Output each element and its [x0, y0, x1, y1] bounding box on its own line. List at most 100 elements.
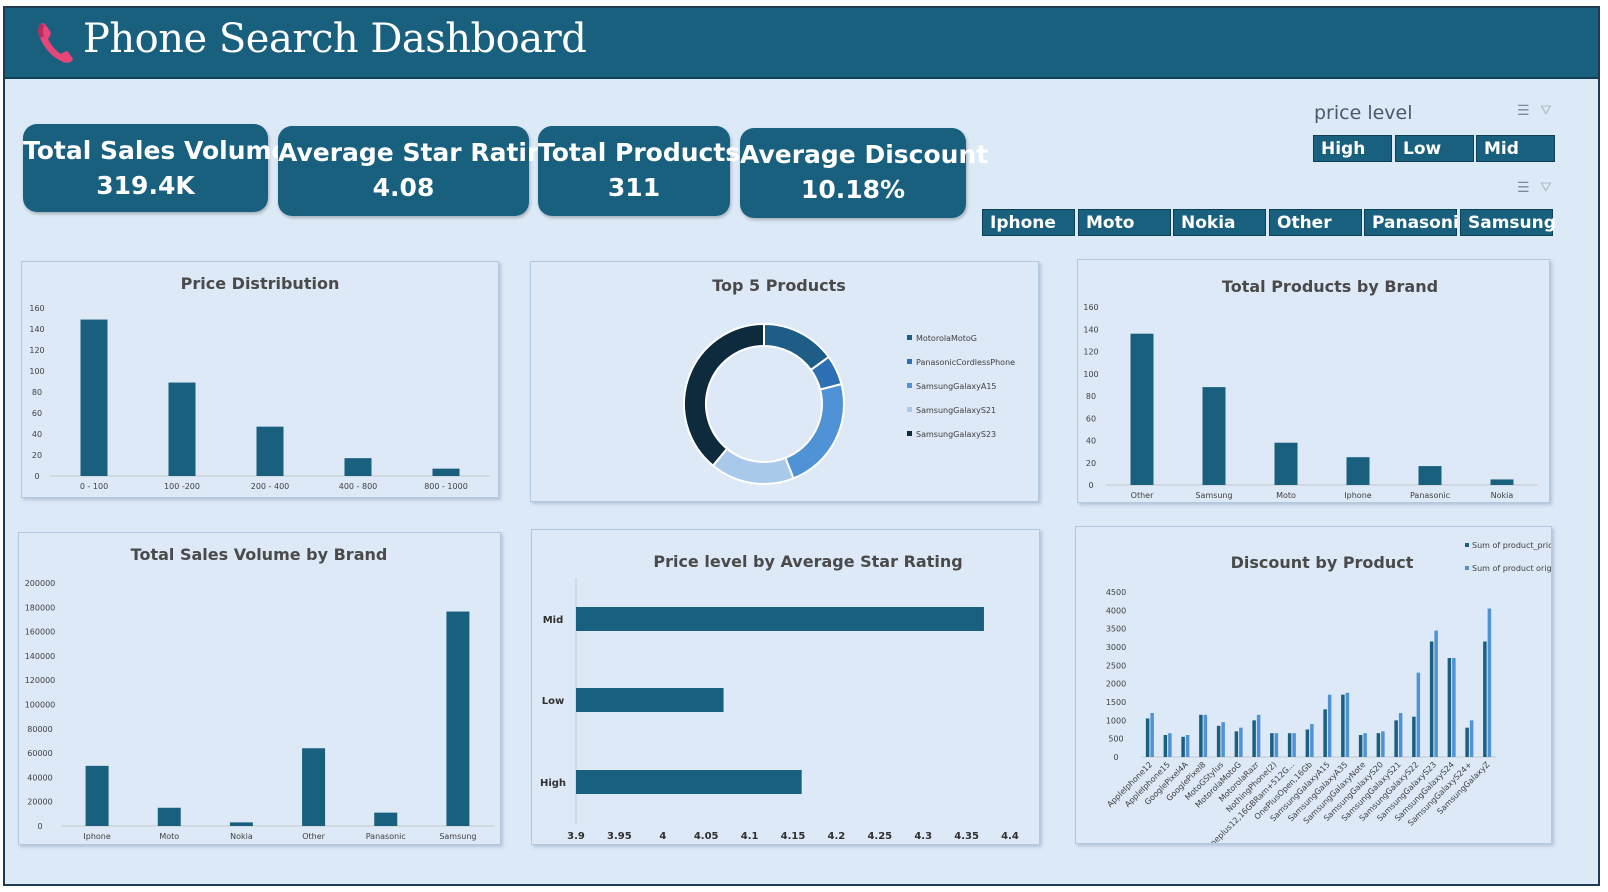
slicer-item-samsung[interactable]: Samsung — [1460, 209, 1556, 236]
kpi-label: Average Discount — [740, 140, 989, 169]
slicer-item-iphone[interactable]: Iphone — [982, 209, 1075, 236]
bar — [1483, 641, 1487, 757]
y-tick-label: 4500 — [1106, 588, 1126, 597]
y-tick-label: 80 — [1086, 392, 1096, 401]
y-tick-label: 3500 — [1106, 625, 1126, 634]
slicer-item-other[interactable]: Other — [1269, 209, 1362, 236]
x-tick-label: 4.05 — [694, 831, 719, 842]
bar — [85, 765, 109, 826]
y-tick-label: 160 — [1083, 303, 1098, 312]
x-tick-label: Moto — [1276, 491, 1296, 500]
y-tick-label: 0 — [37, 822, 42, 831]
bar — [1398, 713, 1403, 757]
slicer-item-nokia[interactable]: Nokia — [1173, 209, 1266, 236]
y-tick-label: 1500 — [1106, 698, 1126, 707]
bar — [344, 458, 372, 476]
y-tick-label: 40000 — [27, 773, 52, 782]
x-tick-label: 0 - 100 — [80, 482, 108, 491]
y-tick-label: 140 — [29, 325, 44, 334]
clear-filter-icon[interactable]: ⛛ — [1540, 103, 1552, 119]
price-distribution-chart: Price Distribution 0 20 40 60 80 100 120 140 160 0… — [21, 261, 499, 498]
bar — [1270, 733, 1274, 757]
bar — [1358, 735, 1363, 757]
slicer-item-moto[interactable]: Moto — [1078, 209, 1171, 236]
x-tick-label: Samsung — [439, 832, 476, 841]
kpi-label: Average Star Rating — [278, 138, 563, 167]
bar — [1412, 716, 1416, 757]
clear-filter-icon[interactable]: ⛛ — [1540, 180, 1552, 196]
y-tick-label: 120000 — [25, 676, 56, 685]
bar — [157, 807, 181, 826]
bar — [1345, 692, 1350, 757]
bar — [576, 770, 802, 794]
donut-slice — [683, 322, 765, 468]
y-tick-label: 4000 — [1106, 606, 1126, 615]
y-tick-label: 2000 — [1106, 680, 1126, 689]
bar — [1434, 630, 1438, 757]
x-tick-label: 4.4 — [1001, 831, 1019, 842]
x-tick-label: Other — [302, 832, 325, 841]
legend-swatch — [907, 335, 912, 340]
products-by-brand-chart: Total Products by Brand 0 20 40 60 80 100 120 14… — [1077, 259, 1550, 503]
x-tick-label: Moto — [159, 832, 179, 841]
multi-select-icon[interactable]: ☰ — [1517, 180, 1530, 196]
chart-title: Total Sales Volume by Brand — [131, 545, 388, 564]
bar — [1327, 694, 1332, 757]
slicer-item-low[interactable]: Low — [1395, 135, 1474, 162]
x-tick-label: 4.1 — [741, 831, 759, 842]
y-tick-label: 120 — [1083, 348, 1098, 357]
kpi-average-star-rating: Average Star Rating 4.08 — [278, 126, 563, 216]
bar — [1447, 658, 1452, 757]
page-title: Phone Search Dashboard — [83, 16, 587, 62]
phone-icon — [38, 23, 73, 63]
bar — [1381, 731, 1385, 757]
bar — [1168, 733, 1172, 757]
slicer-item-mid[interactable]: Mid — [1476, 135, 1555, 162]
y-tick-label: 140 — [1083, 325, 1098, 334]
y-tick-label: 160 — [29, 304, 44, 313]
header-bar: Phone Search Dashboard — [5, 8, 1598, 79]
slicer-item-panasonic[interactable]: Panasonic — [1364, 209, 1469, 236]
y-tick-label: 120 — [29, 346, 44, 355]
legend-label: PanasonicCordlessPhone — [916, 358, 1015, 367]
kpi-average-discount: Average Discount 10.18% — [740, 128, 989, 218]
donut-slice — [784, 382, 845, 480]
chart-title: Total Products by Brand — [1222, 277, 1438, 296]
bar — [1323, 709, 1327, 757]
bar — [1199, 714, 1203, 757]
slicer-item-high[interactable]: High — [1313, 135, 1392, 162]
donut-slice — [711, 447, 795, 485]
bar — [1185, 735, 1190, 757]
products-by-brand-svg: Total Products by Brand 0 20 40 60 80 100 120 14… — [1083, 277, 1538, 500]
bar — [1487, 608, 1492, 757]
legend-label: SamsungGalaxyS23 — [916, 430, 996, 439]
y-tick-label: 500 — [1108, 735, 1123, 744]
chart-title: Price level by Average Star Rating — [653, 552, 962, 571]
bar — [1465, 727, 1469, 757]
y-tick-label: 100 — [1083, 370, 1098, 379]
bar — [1341, 694, 1345, 757]
bar — [1252, 720, 1256, 757]
kpi-value: 319.4K — [96, 171, 195, 200]
y-tick-label: Mid — [543, 615, 564, 626]
bar — [1274, 733, 1279, 757]
bar — [1452, 658, 1456, 757]
y-tick-label: 200000 — [25, 579, 56, 588]
y-tick-label: 40 — [32, 430, 42, 439]
x-tick-label: Iphone — [83, 832, 110, 841]
y-tick-label: 100 — [29, 367, 44, 376]
bar — [302, 748, 326, 826]
kpi-total-sales-volume: Total Sales Volume 319.4K — [23, 124, 289, 212]
bar — [374, 812, 398, 826]
y-tick-label: 40 — [1086, 437, 1096, 446]
y-tick-label: 3000 — [1106, 643, 1126, 652]
bar — [1310, 724, 1314, 757]
bar — [1376, 733, 1381, 757]
bar — [80, 319, 108, 476]
y-tick-label: 0 — [1113, 753, 1118, 762]
bar — [1216, 725, 1221, 757]
legend-label: MotorolaMotoG — [916, 334, 977, 343]
x-tick-label: 100 -200 — [164, 482, 200, 491]
bar — [1145, 718, 1150, 757]
multi-select-icon[interactable]: ☰ — [1517, 103, 1530, 119]
